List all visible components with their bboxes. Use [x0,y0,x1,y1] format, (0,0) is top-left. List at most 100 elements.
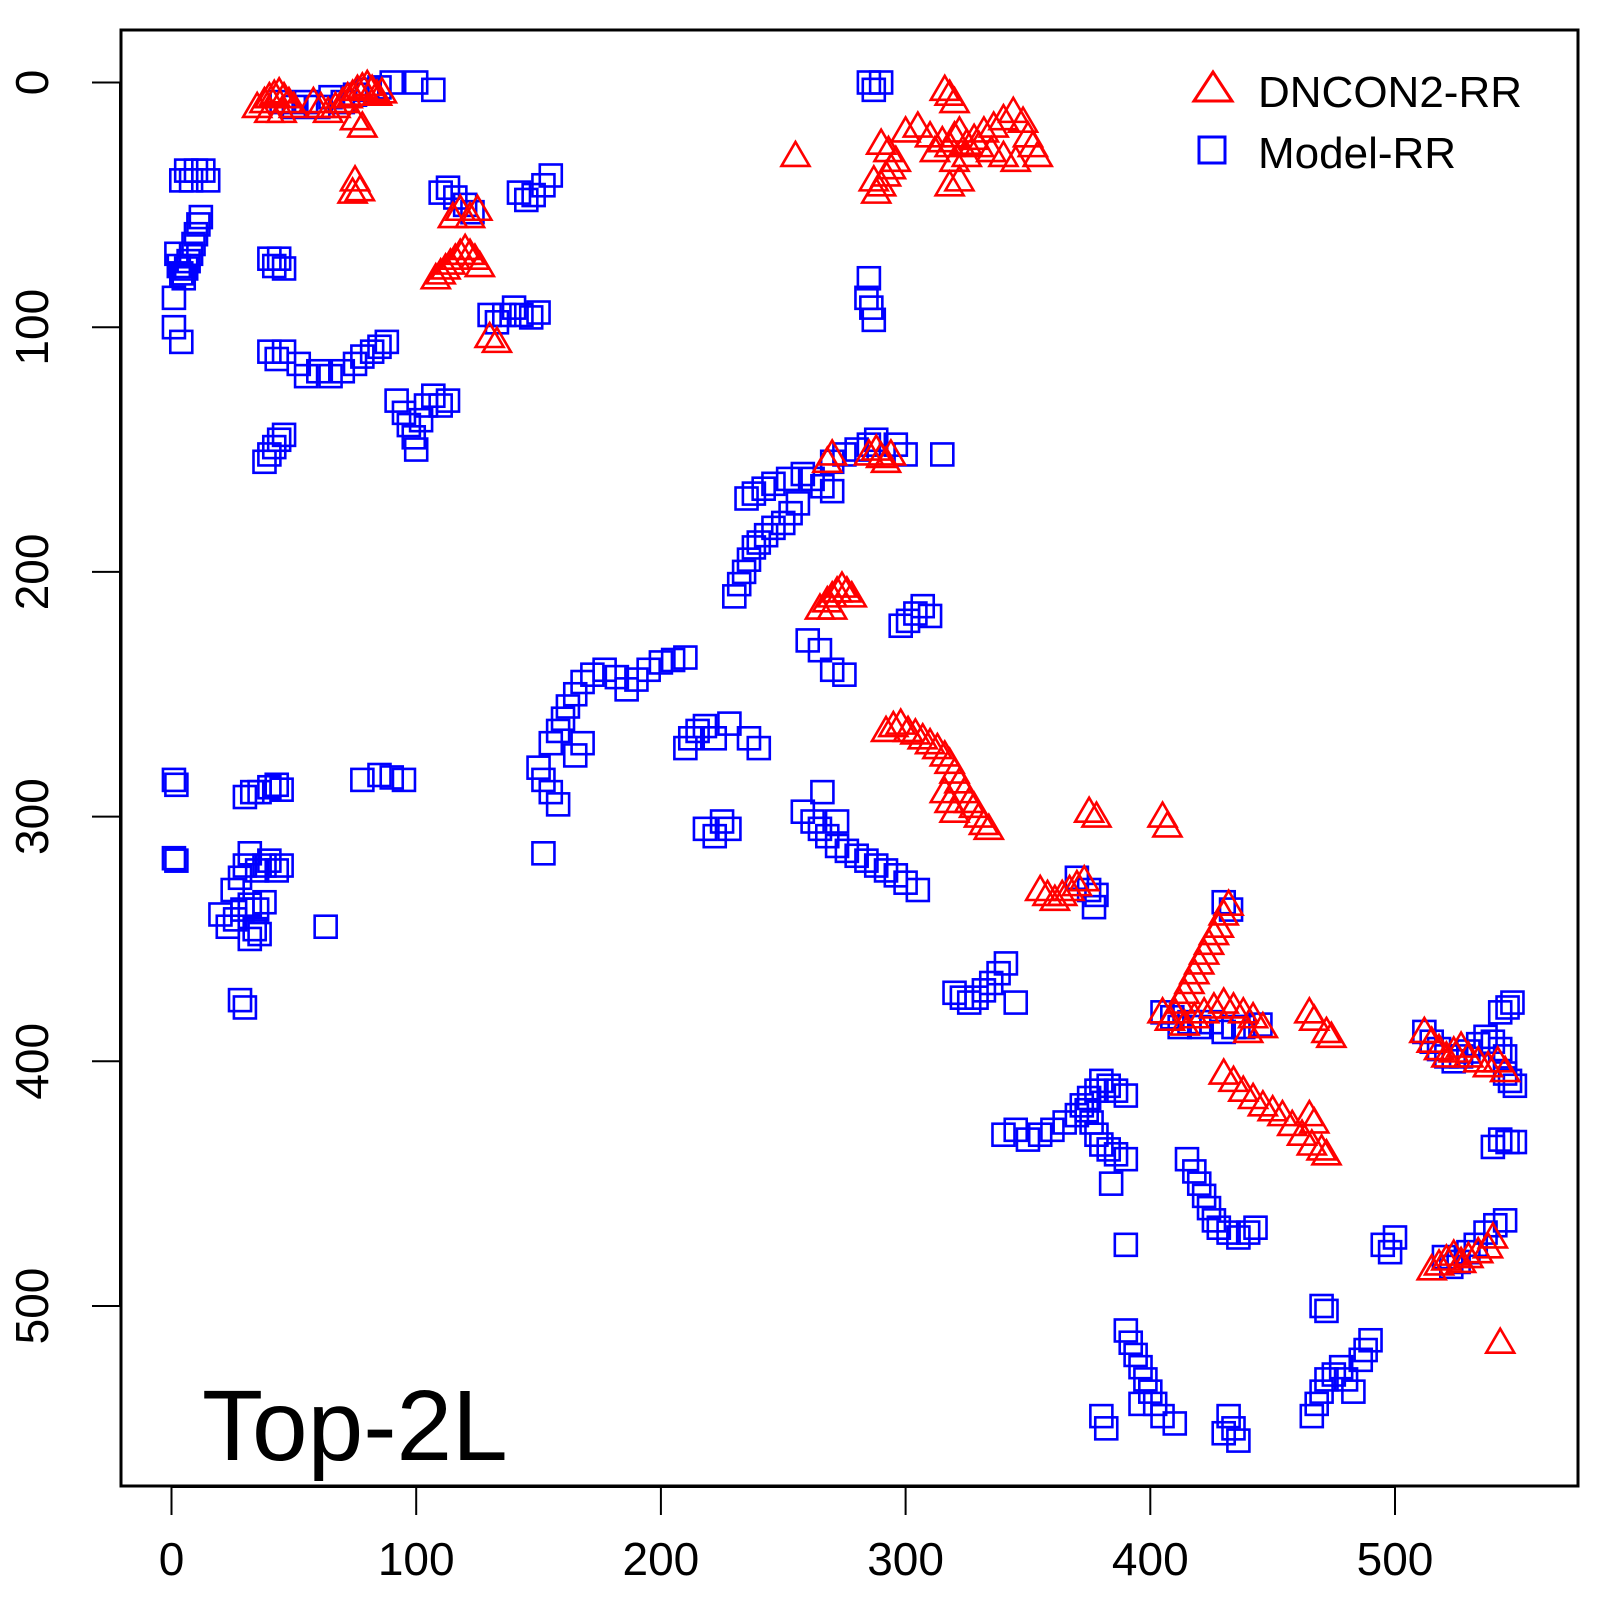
dncon2-rr-point-97 [869,714,903,743]
dncon2-rr-point-23 [338,102,372,131]
dncon2-rr-point-102 [906,721,939,750]
dncon2-rr-point-44 [779,139,812,168]
model-rr-point-51 [435,388,461,413]
dncon2-rr-point-103 [913,726,947,755]
model-rr-point-142 [702,725,728,751]
model-rr-point-222 [391,767,417,793]
model-rr-point-9 [186,212,211,237]
dncon2-rr-point-81 [933,168,966,197]
model-rr-point-79 [403,70,429,95]
model-rr-point-330 [1218,897,1244,922]
model-rr-point-101 [746,530,772,555]
legend-marker-triangle [1191,69,1235,103]
dncon2-rr-point-167 [1293,995,1326,1024]
data-points [161,68,1528,1453]
dncon2-rr-point-166 [1297,1105,1331,1134]
model-rr-point-211 [161,845,187,871]
dncon2-rr-point-126 [1080,800,1113,828]
dncon2-rr-point-71 [987,139,1020,168]
dncon2-rr-point-40 [453,200,487,229]
model-rr-point-62 [518,305,544,330]
dncon2-rr-point-88 [874,437,908,466]
dncon2-rr-point-113 [967,807,1001,836]
y-tick-label-0: 0 [6,70,58,96]
dncon2-rr-point-123 [1060,868,1094,897]
dncon2-rr-point-186 [1444,1245,1478,1274]
panel-annotation: Top-2L [202,1370,508,1482]
model-rr-point-46 [403,437,429,462]
model-rr-point-68 [538,163,564,188]
dncon2-rr-point-27 [336,176,369,204]
model-rr-point-115 [819,478,845,504]
model-rr-point-47 [408,407,434,433]
model-rr-point-145 [746,735,772,761]
dncon2-rr-point-76 [928,73,962,102]
dncon2-rr-point-152 [1231,1015,1265,1044]
model-rr-point-4 [173,256,199,281]
model-rr-point-181 [964,985,989,1010]
dncon2-rr-point-114 [972,812,1006,841]
model-rr-point-171 [905,877,931,903]
model-rr-point-318 [1492,1208,1518,1233]
model-rr-point-287 [1377,1239,1403,1265]
y-tick-label-200: 200 [6,534,58,611]
dncon2-rr-point-181 [1488,1054,1522,1083]
model-rr-point-148 [709,809,735,834]
dncon2-rr-point-38 [436,200,470,229]
model-rr-point-288 [1382,1225,1408,1250]
model-rr-point-161 [807,816,833,842]
model-rr-point-23 [271,256,297,281]
model-rr-point-111 [775,466,801,492]
model-rr-point-302 [1495,995,1520,1020]
y-tick-label-400: 400 [6,1023,58,1100]
dncon2-rr-point-128 [1151,809,1184,838]
dncon2-rr-point-125 [1072,795,1106,824]
model-rr-point-156 [903,601,928,626]
dncon2-rr-point-188 [1461,1235,1495,1264]
dncon2-rr-point-12 [311,95,345,124]
model-rr-point-219 [350,767,375,793]
dncon2-rr-point-179 [1471,1049,1505,1078]
dncon2-rr-point-52 [872,134,905,163]
model-rr-point-273 [1309,1293,1334,1319]
legend-label-model: Model-RR [1258,129,1456,178]
x-tick-label-200: 200 [623,1533,700,1585]
dncon2-rr-point-41 [461,193,494,222]
dncon2-rr-point-95 [835,579,869,608]
dncon2-rr-point-184 [1430,1242,1463,1271]
dncon2-rr-point-21 [360,78,394,107]
x-tick-label-0: 0 [159,1533,185,1585]
model-rr-point-35 [367,334,392,360]
dncon2-rr-point-54 [901,109,935,138]
model-rr-point-143 [717,711,742,736]
dncon2-rr-point-30 [429,251,462,280]
dncon2-rr-point-164 [1310,1137,1343,1166]
dncon2-rr-point-51 [864,127,898,155]
axes: 0 100 200 300 400 500 0 100 200 300 400 500 [6,70,1433,1585]
y-tick-label-100: 100 [6,289,58,366]
dncon2-rr-point-70 [999,144,1032,173]
model-rr-point-244 [1098,1171,1124,1196]
dncon2-rr-point-100 [891,714,925,743]
legend: DNCON2-RR Model-RR [1191,68,1522,178]
model-rr-point-40 [266,427,292,453]
model-rr-point-177 [1081,894,1107,920]
dncon2-rr-point-26 [343,173,377,202]
model-rr-point-158 [917,603,943,629]
model-rr-point-147 [702,823,728,849]
dncon2-rr-point-18 [346,70,379,99]
dncon2-rr-point-110 [952,785,986,814]
model-rr-point-265 [1162,1411,1188,1436]
x-tick-label-500: 500 [1357,1533,1434,1585]
dncon2-rr-point-35 [453,237,487,266]
model-rr-point-217 [264,772,290,798]
model-rr-point-12 [161,314,187,340]
model-rr-point-210 [164,772,189,798]
dncon2-rr-point-91 [815,579,849,608]
dncon2-rr-point-94 [830,574,864,603]
dncon2-rr-point-120 [1038,883,1072,912]
model-rr-point-193 [252,889,277,915]
dncon2-rr-point-43 [480,325,514,354]
model-rr-point-185 [993,951,1019,976]
